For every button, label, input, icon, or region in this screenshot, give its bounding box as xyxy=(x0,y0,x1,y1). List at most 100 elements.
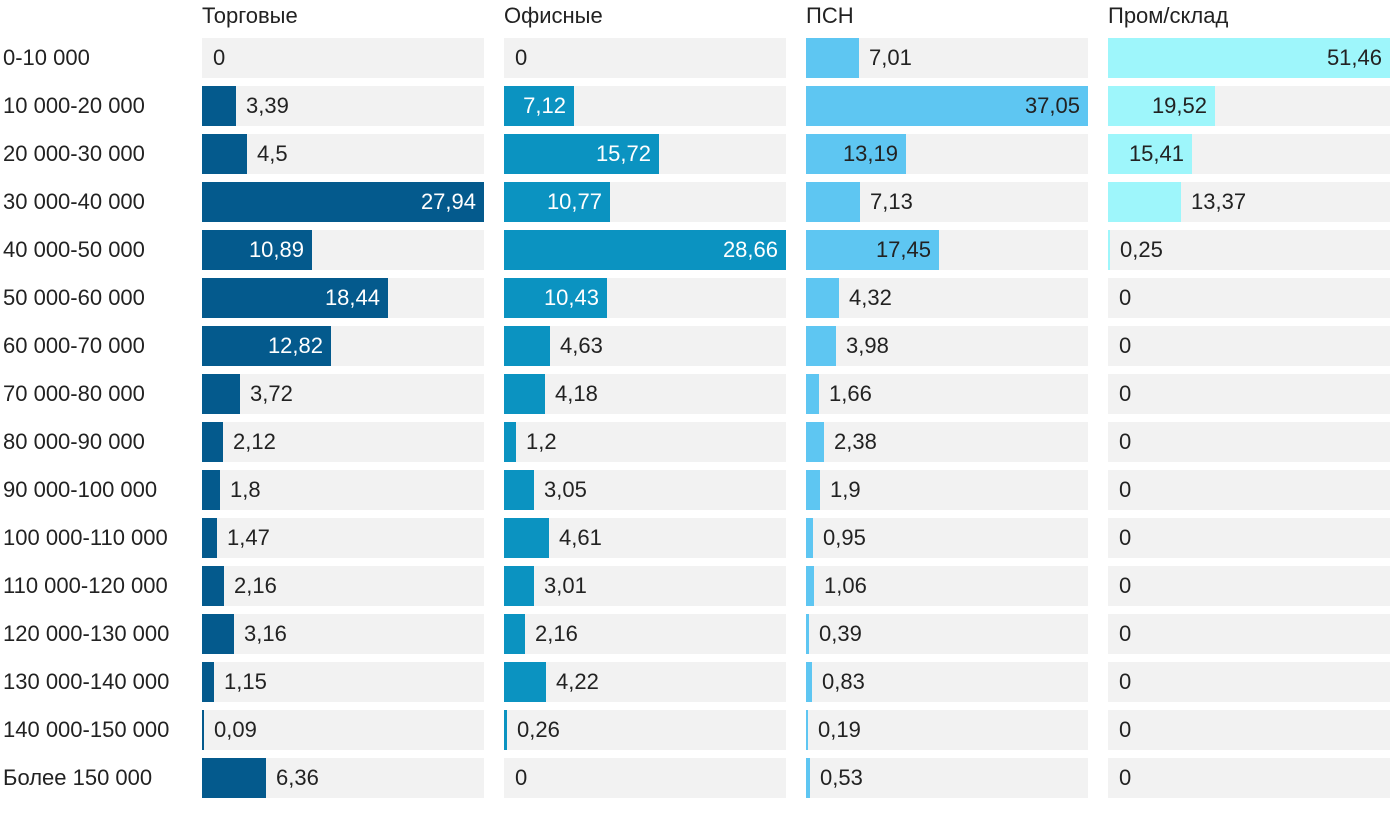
data-label: 4,5 xyxy=(257,141,288,166)
bar-track: 4,32 xyxy=(806,278,1088,318)
bar-псн xyxy=(806,86,1088,126)
bar-офисные xyxy=(504,422,516,462)
bar-псн xyxy=(806,38,859,78)
bar-офисные xyxy=(504,374,545,414)
data-label: 0 xyxy=(1119,669,1132,694)
category-label: 140 000-150 000 xyxy=(3,717,170,742)
data-label: 15,41 xyxy=(1128,141,1184,166)
category-label: 120 000-130 000 xyxy=(3,621,170,646)
data-label: 0 xyxy=(515,45,528,70)
category-label: 20 000-30 000 xyxy=(3,141,145,166)
data-label: 0,25 xyxy=(1120,237,1163,262)
bar-track: 0,09 xyxy=(202,710,484,750)
data-label: 7,12 xyxy=(523,93,566,118)
bar-track: 0 xyxy=(504,38,786,78)
data-label: 3,05 xyxy=(544,477,587,502)
bar-track: 12,82 xyxy=(202,326,484,366)
data-label: 0 xyxy=(1119,285,1132,310)
bar-track: 4,22 xyxy=(504,662,786,702)
bar-офисные xyxy=(504,710,507,750)
bar-track: 2,16 xyxy=(504,614,786,654)
data-label: 7,13 xyxy=(870,189,913,214)
data-label: 4,63 xyxy=(560,333,603,358)
bar-track: 0 xyxy=(504,758,786,798)
data-label: 37,05 xyxy=(1024,93,1080,118)
data-label: 3,98 xyxy=(846,333,889,358)
bar-track: 1,06 xyxy=(806,566,1088,606)
bar-track: 15,41 xyxy=(1108,134,1390,174)
data-label: 10,77 xyxy=(546,189,602,214)
bar-торговые xyxy=(202,278,388,318)
bar-track: 1,9 xyxy=(806,470,1088,510)
data-label: 2,16 xyxy=(234,573,277,598)
bar-офисные xyxy=(504,278,607,318)
bar-track: 1,66 xyxy=(806,374,1088,414)
bar-track: 0,53 xyxy=(806,758,1088,798)
data-label: 0 xyxy=(1119,429,1132,454)
bar-track: 19,52 xyxy=(1108,86,1390,126)
data-label: 12,82 xyxy=(267,333,323,358)
data-label: 1,2 xyxy=(526,429,557,454)
bar-track: 1,8 xyxy=(202,470,484,510)
data-label: 18,44 xyxy=(324,285,380,310)
bar-track: 0 xyxy=(1108,422,1390,462)
bar-торговые xyxy=(202,422,223,462)
bar-track: 3,16 xyxy=(202,614,484,654)
bar-пром-склад xyxy=(1108,182,1181,222)
bar-track: 0 xyxy=(1108,710,1390,750)
bar-track: 0,19 xyxy=(806,710,1088,750)
data-label: 0 xyxy=(1119,525,1132,550)
data-label: 0,95 xyxy=(823,525,866,550)
bar-track: 0,39 xyxy=(806,614,1088,654)
bar-track: 28,66 xyxy=(504,230,786,270)
bar-псн xyxy=(806,326,836,366)
data-label: 0,53 xyxy=(820,765,863,790)
data-label: 1,47 xyxy=(227,525,270,550)
bar-псн xyxy=(806,230,939,270)
bar-торговые xyxy=(202,326,331,366)
data-label: 2,38 xyxy=(834,429,877,454)
bar-псн xyxy=(806,758,810,798)
bar-торговые xyxy=(202,470,220,510)
data-label: 19,52 xyxy=(1151,93,1207,118)
data-label: 0 xyxy=(1119,621,1132,646)
data-label: 6,36 xyxy=(276,765,319,790)
bar-торговые xyxy=(202,614,234,654)
bar-пром-склад xyxy=(1108,134,1192,174)
bar-track: 3,01 xyxy=(504,566,786,606)
bar-торговые xyxy=(202,374,240,414)
bar-офисные xyxy=(504,662,546,702)
data-label: 4,61 xyxy=(559,525,602,550)
data-label: 3,72 xyxy=(250,381,293,406)
data-label: 1,06 xyxy=(824,573,867,598)
category-label: 60 000-70 000 xyxy=(3,333,145,358)
bar-track: 0 xyxy=(1108,758,1390,798)
bar-торговые xyxy=(202,758,266,798)
category-label: 0-10 000 xyxy=(3,45,90,70)
bar-офисные xyxy=(504,326,550,366)
bar-track: 0 xyxy=(1108,518,1390,558)
bar-track: 6,36 xyxy=(202,758,484,798)
bar-track: 4,61 xyxy=(504,518,786,558)
bar-track: 10,77 xyxy=(504,182,786,222)
bar-track: 4,63 xyxy=(504,326,786,366)
category-label: 40 000-50 000 xyxy=(3,237,145,262)
data-label: 0 xyxy=(515,765,528,790)
data-label: 10,89 xyxy=(248,237,304,262)
category-label: 130 000-140 000 xyxy=(3,669,170,694)
data-label: 0,09 xyxy=(214,717,257,742)
bar-track: 17,45 xyxy=(806,230,1088,270)
bar-track: 3,39 xyxy=(202,86,484,126)
data-label: 4,32 xyxy=(849,285,892,310)
bar-офисные xyxy=(504,518,549,558)
bar-track: 2,12 xyxy=(202,422,484,462)
data-label: 27,94 xyxy=(420,189,476,214)
data-label: 10,43 xyxy=(543,285,599,310)
bar-офисные xyxy=(504,566,534,606)
bar-псн xyxy=(806,710,808,750)
bar-track: 7,13 xyxy=(806,182,1088,222)
data-label: 28,66 xyxy=(722,237,778,262)
data-label: 0 xyxy=(1119,333,1132,358)
bar-track: 0,25 xyxy=(1108,230,1390,270)
data-label: 3,39 xyxy=(246,93,289,118)
